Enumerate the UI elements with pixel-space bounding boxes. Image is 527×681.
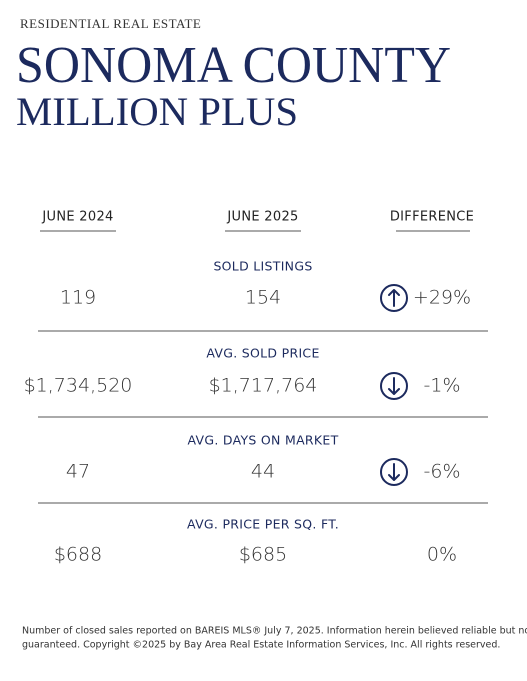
eyebrow: RESIDENTIAL REAL ESTATE (20, 16, 201, 31)
difference-value: -1% (424, 375, 461, 397)
metric-label: SOLD LISTINGS (213, 259, 312, 274)
june-2025-value: 44 (251, 461, 275, 483)
down-arrow-icon (380, 458, 408, 486)
down-arrow-icon (380, 372, 408, 400)
difference-value: +29% (413, 287, 471, 309)
column-header: JUNE 2025 (226, 210, 298, 225)
difference-value: -6% (424, 461, 461, 483)
june-2025-value: $1,717,764 (209, 375, 318, 397)
column-header: DIFFERENCE (390, 210, 474, 225)
june-2024-value: 47 (66, 461, 90, 483)
metric-label: AVG. SOLD PRICE (206, 346, 319, 361)
difference-value: 0% (427, 544, 457, 566)
column-header: JUNE 2024 (41, 210, 113, 225)
june-2024-value: $688 (54, 544, 102, 566)
metric-label: AVG. PRICE PER SQ. FT. (187, 517, 339, 532)
june-2024-value: $1,734,520 (24, 375, 133, 397)
june-2024-value: 119 (60, 287, 96, 309)
up-arrow-icon (380, 284, 408, 312)
title-line1: SONOMA COUNTY (16, 37, 451, 94)
title-line2: MILLION PLUS (16, 89, 298, 134)
footnote: guaranteed. Copyright ©2025 by Bay Area … (22, 640, 500, 651)
footnote: Number of closed sales reported on BAREI… (22, 626, 527, 637)
metrics: SOLD LISTINGS 119 154 +29% AVG. SOLD PRICE $1… (24, 259, 471, 566)
metric-label: AVG. DAYS ON MARKET (187, 433, 338, 448)
june-2025-value: $685 (239, 544, 287, 566)
june-2025-value: 154 (245, 287, 281, 309)
